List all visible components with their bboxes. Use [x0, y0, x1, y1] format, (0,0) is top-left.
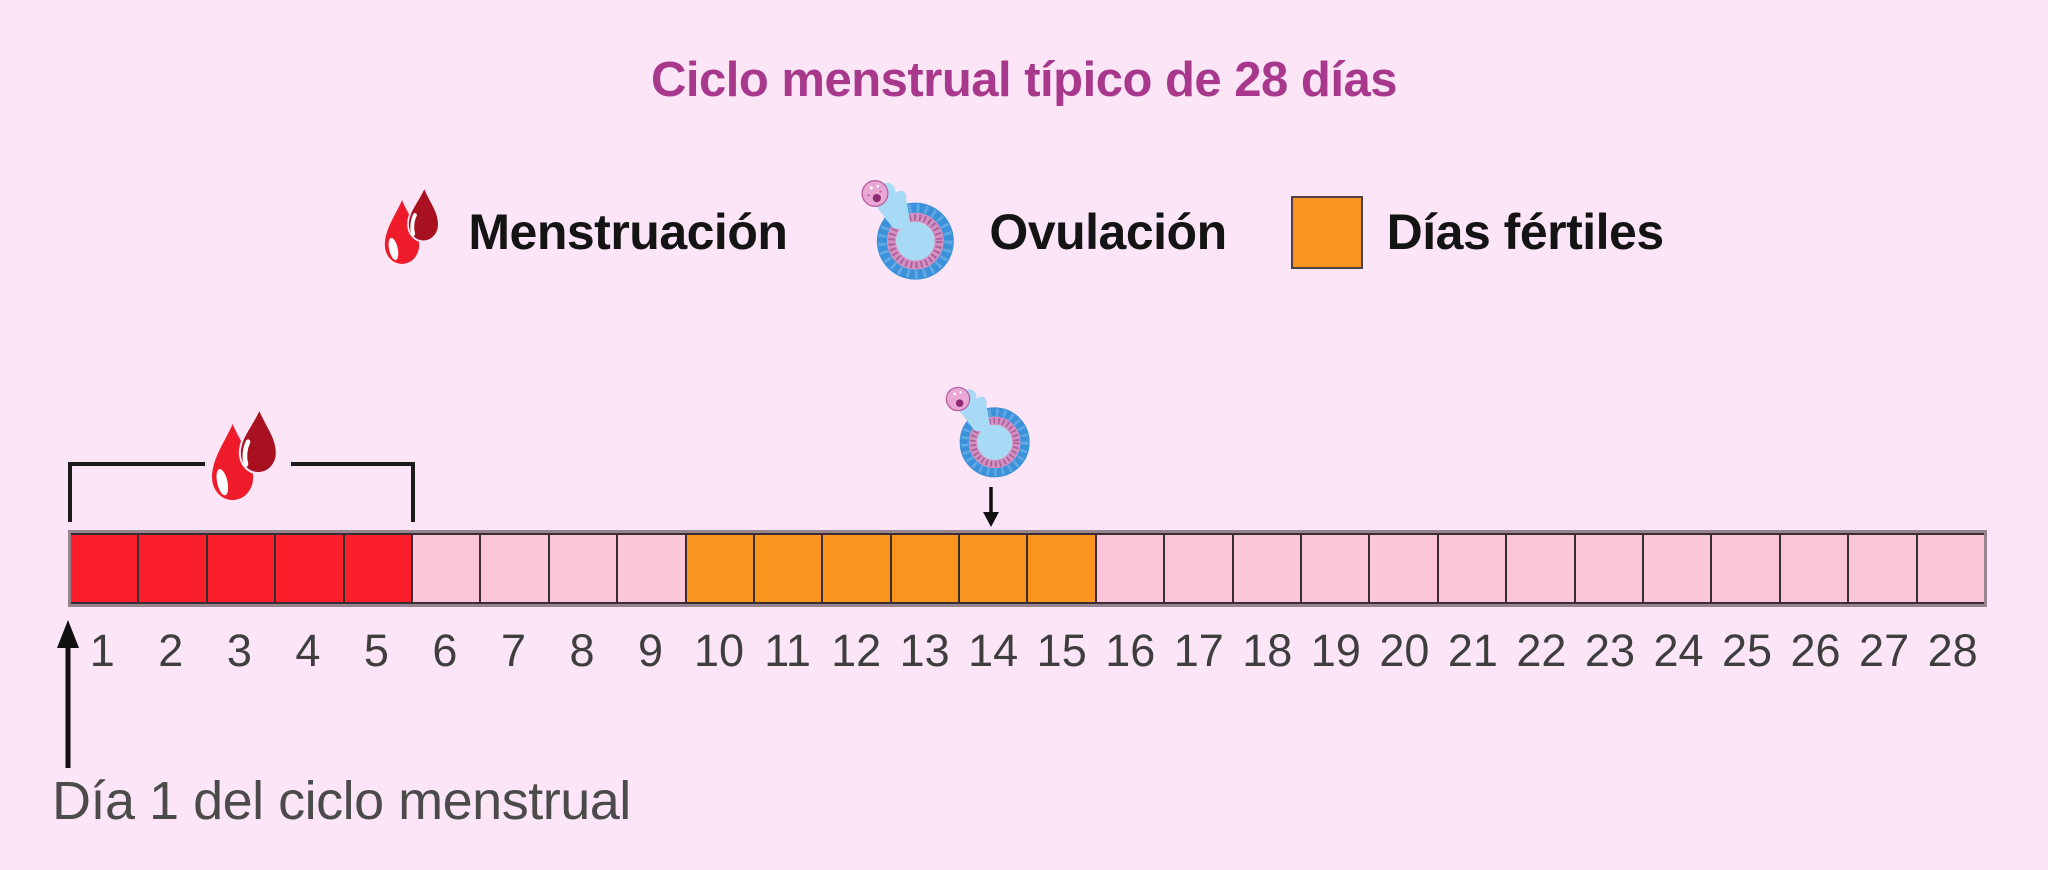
day-label-9: 9 — [638, 625, 664, 676]
day-label-17: 17 — [1173, 625, 1224, 676]
day-label-20: 20 — [1379, 625, 1430, 676]
day-label-27: 27 — [1859, 625, 1910, 676]
day-label-6: 6 — [432, 625, 458, 676]
day-cell-19 — [1300, 533, 1369, 604]
day-label-26: 26 — [1790, 625, 1841, 676]
day-label-5: 5 — [363, 625, 389, 676]
day-label-22: 22 — [1516, 625, 1567, 676]
day-cell-3 — [205, 533, 275, 604]
day-label-4: 4 — [295, 625, 321, 676]
day-cell-18 — [1231, 533, 1301, 604]
day-label-11: 11 — [764, 625, 811, 676]
day-cell-1 — [71, 533, 138, 604]
page-title: Ciclo menstrual típico de 28 días — [651, 53, 1397, 107]
day-cell-15 — [1026, 533, 1095, 604]
day-cell-17 — [1163, 533, 1232, 604]
day-cell-11 — [752, 533, 822, 604]
legend-label-menstruation: Menstruación — [468, 204, 788, 260]
fertile-days-swatch — [1290, 195, 1363, 269]
day-label-1: 1 — [89, 625, 115, 676]
day-label-28: 28 — [1927, 625, 1978, 676]
day-cell-9 — [616, 533, 685, 604]
day-label-15: 15 — [1036, 625, 1087, 676]
ovum-icon — [861, 179, 955, 280]
day-cell-12 — [821, 533, 890, 604]
day-cell-22 — [1505, 533, 1574, 604]
legend-item-fertile: Días fértiles — [1290, 195, 1664, 269]
blood-drop-icon — [385, 185, 441, 264]
day-cell-23 — [1573, 533, 1642, 604]
day-cell-2 — [137, 533, 206, 604]
blood-drop-icon — [212, 406, 278, 501]
legend-item-ovulation: Ovulación — [851, 177, 1227, 287]
day-cell-27 — [1847, 533, 1916, 604]
day-cell-8 — [547, 533, 617, 604]
day1-arrow-up-icon — [57, 620, 79, 768]
day-cell-13 — [889, 533, 959, 604]
day-label-10: 10 — [694, 625, 745, 676]
day-cell-14 — [958, 533, 1027, 604]
day-label-7: 7 — [500, 625, 526, 676]
legend-item-menstruation: Menstruación — [384, 185, 788, 279]
legend-label-ovulation: Ovulación — [989, 204, 1227, 260]
day-cell-26 — [1778, 533, 1848, 604]
day-cell-25 — [1710, 533, 1779, 604]
day-label-21: 21 — [1447, 625, 1498, 676]
day-cell-5 — [342, 533, 411, 604]
day-label-3: 3 — [226, 625, 252, 676]
day-label-25: 25 — [1721, 625, 1773, 676]
legend-label-fertile: Días fértiles — [1386, 204, 1664, 260]
ovum-icon — [945, 386, 1030, 478]
day-label-12: 12 — [831, 625, 882, 676]
cycle-bar — [68, 530, 1987, 607]
day-cell-28 — [1915, 533, 1984, 604]
ovulation-arrow-down-icon — [983, 487, 999, 527]
day-cell-7 — [479, 533, 548, 604]
day-label-14: 14 — [968, 625, 1019, 676]
day-label-18: 18 — [1242, 625, 1293, 676]
legend: Menstruación Ovulación Días fértiles — [0, 174, 2048, 290]
menstruation-bracket — [68, 462, 415, 522]
day-cell-16 — [1094, 533, 1164, 604]
day-labels-row: 1 2 3 4 5 6 7 8 9 10 11 12 13 14 15 16 17 18 19 20 21 22 23 24 2… — [68, 622, 1987, 680]
day1-caption: Día 1 del ciclo menstrual — [52, 771, 631, 831]
day-label-24: 24 — [1653, 625, 1704, 676]
day-label-19: 19 — [1310, 625, 1361, 676]
day-cell-21 — [1436, 533, 1506, 604]
day-label-16: 16 — [1105, 625, 1156, 676]
day-label-8: 8 — [569, 625, 595, 676]
day-cell-6 — [410, 533, 480, 604]
day-label-2: 2 — [158, 625, 184, 676]
day-cell-10 — [684, 533, 753, 604]
day-cell-4 — [274, 533, 343, 604]
day-label-23: 23 — [1584, 625, 1635, 676]
day-label-13: 13 — [899, 625, 950, 676]
day-cell-24 — [1641, 533, 1711, 604]
day-cell-20 — [1368, 533, 1437, 604]
